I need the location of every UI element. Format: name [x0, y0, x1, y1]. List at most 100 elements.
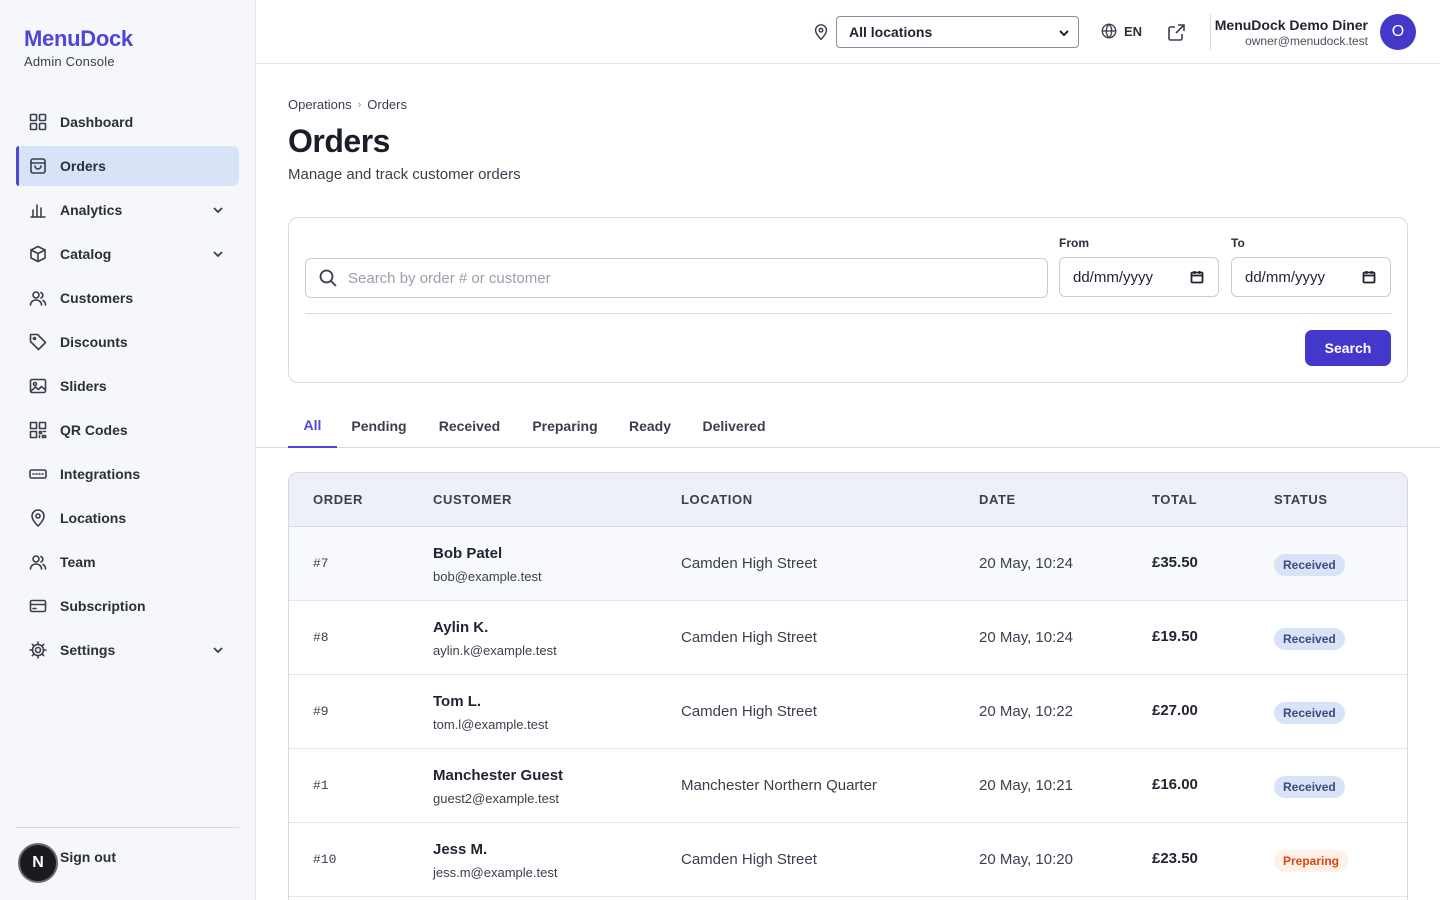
page-title: Orders [288, 123, 390, 159]
sidebar-item-label: Team [60, 554, 96, 570]
sidebar-item-integrations[interactable]: Integrations [16, 454, 239, 494]
sidebar-item-customers[interactable]: Customers [16, 278, 239, 318]
globe-icon [1101, 23, 1117, 39]
status-badge: Preparing [1274, 850, 1349, 872]
status-badge: Received [1274, 776, 1345, 798]
column-header-order[interactable]: ORDER [313, 492, 363, 507]
status-badge: Received [1274, 628, 1345, 650]
sidebar-item-qr-codes[interactable]: QR Codes [16, 410, 239, 450]
sidebar-item-label: Integrations [60, 466, 141, 482]
sidebar-item-label: Orders [60, 158, 106, 174]
sidebar-item-discounts[interactable]: Discounts [16, 322, 239, 362]
order-location: Camden High Street [681, 555, 817, 572]
tab-all[interactable]: All [288, 404, 337, 448]
credit-card-icon [28, 596, 48, 616]
status-badge: Received [1274, 554, 1345, 576]
qr-code-icon [28, 420, 48, 440]
order-total: £27.00 [1152, 702, 1198, 719]
sidebar-item-label: Discounts [60, 334, 128, 350]
column-header-location[interactable]: LOCATION [681, 492, 753, 507]
calendar-icon[interactable] [1190, 270, 1204, 284]
sidebar-item-dashboard[interactable]: Dashboard [16, 102, 239, 142]
calendar-icon[interactable] [1362, 270, 1376, 284]
user-info[interactable]: MenuDock Demo Diner owner@menudock.test [1215, 17, 1368, 48]
sidebar-item-label: Dashboard [60, 114, 134, 130]
order-total: £19.50 [1152, 628, 1198, 645]
table-row[interactable]: #10 Jess M. jess.m@example.test Camden H… [289, 823, 1407, 897]
user-email: owner@menudock.test [1245, 34, 1368, 48]
column-header-total[interactable]: TOTAL [1152, 492, 1198, 507]
language-label: EN [1124, 23, 1143, 39]
order-number: #9 [313, 704, 329, 719]
sidebar-item-settings[interactable]: Settings [16, 630, 239, 670]
sign-out-button[interactable]: N Sign out [18, 843, 116, 883]
sidebar-item-sliders[interactable]: Sliders [16, 366, 239, 406]
from-date-placeholder: dd/mm/yyyy [1073, 268, 1154, 286]
sidebar-item-analytics[interactable]: Analytics [16, 190, 239, 230]
column-header-date[interactable]: DATE [979, 492, 1016, 507]
external-link-icon[interactable] [1166, 21, 1188, 43]
sidebar-item-catalog[interactable]: Catalog [16, 234, 239, 274]
customer-email: guest2@example.test [433, 791, 559, 806]
shopping-bag-icon [28, 156, 48, 176]
tab-ready[interactable]: Ready [628, 418, 672, 434]
brand-subtitle: Admin Console [24, 54, 115, 69]
order-location: Camden High Street [681, 851, 817, 868]
filter-divider [305, 313, 1392, 314]
tab-received[interactable]: Received [438, 418, 501, 434]
table-row[interactable]: #9 Tom L. tom.l@example.test Camden High… [289, 675, 1407, 749]
topbar-divider [1210, 14, 1211, 50]
sidebar-item-label: Subscription [60, 598, 146, 614]
table-row[interactable]: #8 Aylin K. aylin.k@example.test Camden … [289, 601, 1407, 675]
column-header-customer[interactable]: CUSTOMER [433, 492, 512, 507]
order-total: £35.50 [1152, 554, 1198, 571]
user-name: MenuDock Demo Diner [1214, 17, 1368, 33]
table-row[interactable]: #1 Manchester Guest guest2@example.test … [289, 749, 1407, 823]
order-number: #8 [313, 630, 329, 645]
brand[interactable]: MenuDock Admin Console [24, 26, 133, 69]
search-input[interactable] [348, 269, 1028, 287]
brand-name: MenuDock [24, 26, 133, 51]
sidebar-item-label: Settings [60, 642, 116, 658]
to-date-label: To [1231, 236, 1245, 250]
sidebar-nav: Dashboard Orders Analytics Catalog Custo… [16, 102, 239, 674]
map-pin-icon [28, 508, 48, 528]
sidebar-item-subscription[interactable]: Subscription [16, 586, 239, 626]
search-icon [319, 269, 337, 287]
tab-preparing[interactable]: Preparing [532, 418, 598, 434]
tab-pending[interactable]: Pending [351, 418, 407, 434]
tab-delivered[interactable]: Delivered [702, 418, 766, 434]
customer-email: aylin.k@example.test [433, 643, 557, 658]
customer-email: tom.l@example.test [433, 717, 549, 732]
to-date-placeholder: dd/mm/yyyy [1245, 268, 1326, 286]
sidebar-item-locations[interactable]: Locations [16, 498, 239, 538]
from-date-label: From [1059, 236, 1089, 250]
chevron-down-icon[interactable] [211, 247, 225, 261]
to-date-input[interactable]: dd/mm/yyyy [1231, 257, 1391, 297]
chevron-down-icon[interactable] [211, 643, 225, 657]
column-header-status[interactable]: STATUS [1274, 492, 1328, 507]
order-date: 20 May, 10:24 [979, 629, 1073, 646]
sidebar-item-orders[interactable]: Orders [16, 146, 239, 186]
order-location: Manchester Northern Quarter [681, 777, 877, 794]
customer-name: Bob Patel [433, 545, 503, 562]
search-button[interactable]: Search [1305, 330, 1391, 366]
breadcrumb-parent[interactable]: Operations [288, 97, 352, 112]
sidebar-item-team[interactable]: Team [16, 542, 239, 582]
sidebar: MenuDock Admin Console Dashboard Orders … [0, 0, 256, 900]
chevron-down-icon[interactable] [211, 203, 225, 217]
location-select[interactable]: All locations [836, 16, 1079, 48]
table-row[interactable]: #7 Bob Patel bob@example.test Camden Hig… [289, 527, 1407, 601]
search-box[interactable] [305, 258, 1048, 298]
from-date-input[interactable]: dd/mm/yyyy [1059, 257, 1219, 297]
avatar: N [18, 843, 58, 883]
order-number: #10 [313, 852, 337, 867]
sidebar-item-label: Analytics [60, 202, 123, 218]
order-number: #7 [313, 556, 329, 571]
avatar[interactable]: O [1380, 14, 1416, 50]
image-icon [28, 376, 48, 396]
customer-name: Aylin K. [433, 619, 489, 636]
language-switcher[interactable]: EN [1100, 22, 1142, 40]
customer-name: Manchester Guest [433, 767, 564, 784]
map-pin-icon [812, 23, 830, 41]
